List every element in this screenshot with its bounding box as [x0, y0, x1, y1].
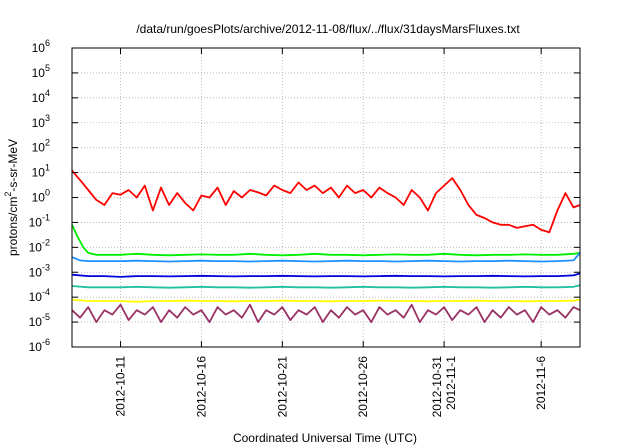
ticks [72, 47, 580, 348]
y-tick-label: 10-5 [29, 312, 50, 329]
y-tick-label: 10-2 [29, 237, 50, 254]
y-tick-label: 10-4 [29, 287, 50, 304]
series-line-3 [71, 252, 581, 263]
y-tick-label: 106 [32, 38, 50, 55]
y-tick-labels: 10-6 10-5 10-4 10-3 10-2 10-1 100 101 102 103 104 1… [29, 38, 50, 354]
y-tick-label: 10-3 [29, 262, 50, 279]
y-tick-label: 101 [32, 163, 50, 180]
x-tick-label: 2012-10-31 [430, 356, 444, 418]
chart-title: /data/run/goesPlots/archive/2012-11-08/f… [136, 22, 520, 36]
series-line-4 [71, 272, 581, 278]
series-line-7 [71, 303, 581, 324]
series-group [71, 170, 581, 324]
y-tick-label: 105 [32, 63, 50, 80]
y-tick-label: 104 [32, 88, 50, 105]
y-tick-label: 102 [32, 138, 50, 155]
x-tick-label: 2012-11-6 [534, 356, 548, 410]
x-tick-label: 2012-10-26 [356, 356, 370, 418]
series-line-1 [71, 170, 581, 234]
y-tick-label: 10-6 [29, 337, 50, 354]
x-tick-label: 2012-10-16 [194, 356, 208, 418]
y-tick-label: 100 [32, 188, 50, 205]
x-axis-label: Coordinated Universal Time (UTC) [233, 431, 417, 445]
x-tick-label: 2012-11-1 [444, 356, 458, 410]
x-tick-label: 2012-10-11 [114, 356, 128, 417]
y-tick-label: 10-1 [29, 212, 50, 229]
x-tick-labels: 2012-10-11 2012-10-16 2012-10-21 2012-10-26… [114, 356, 549, 418]
y-tick-label: 103 [32, 113, 50, 130]
series-line-2 [71, 224, 581, 257]
series-line-6 [71, 298, 581, 303]
series-line-5 [71, 284, 581, 289]
y-axis-label: protons/cm2-s-sr-MeV [3, 139, 20, 256]
x-tick-label: 2012-10-21 [275, 356, 289, 418]
